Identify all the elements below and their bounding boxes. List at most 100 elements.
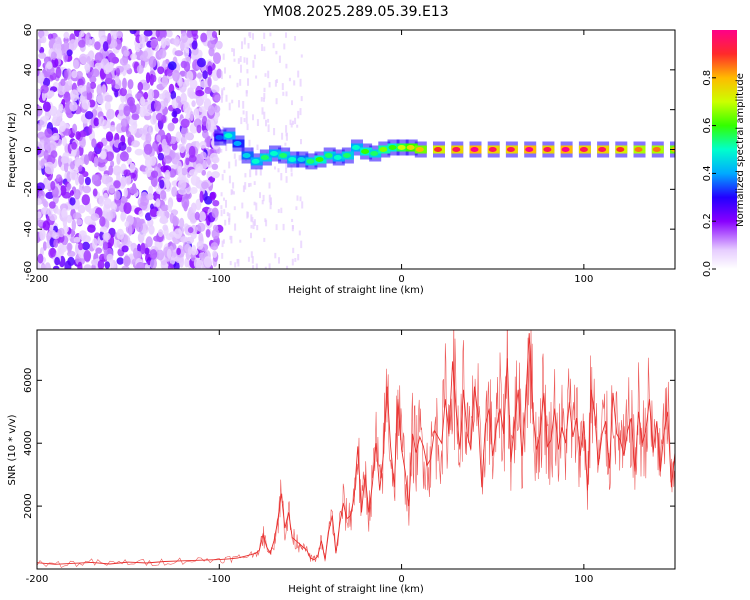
spectrogram-noise-dot: [180, 92, 188, 105]
spectrogram-noise-dot: [212, 200, 220, 207]
x-tick-label: 100: [574, 574, 593, 585]
spectrogram-noise-dot: [109, 124, 116, 132]
spectrogram-noise-dot: [73, 189, 81, 200]
spectrogram-noise-dot: [216, 68, 222, 79]
spectrogram-noise-dot: [94, 52, 104, 64]
spectrogram-noise-dot: [49, 201, 56, 209]
spectrogram-noise-dot: [82, 235, 91, 243]
spectrogram-noise-dot: [97, 259, 105, 269]
spectrogram-noise-dot: [95, 247, 103, 254]
spectrogram-ridge-point: [506, 147, 515, 152]
spectrogram-faint-dot: [291, 100, 293, 106]
spectrogram-faint-dot: [285, 168, 288, 173]
spectrogram-noise-dot: [91, 138, 97, 148]
spectrogram-noise-dot: [63, 31, 70, 39]
spectrogram-noise-dot: [37, 105, 43, 117]
spectrogram-noise-dot: [109, 260, 114, 269]
spectrogram-noise-dot: [78, 242, 84, 251]
spectrogram-noise-dot: [189, 110, 194, 122]
spectrogram-noise-dot: [129, 30, 137, 35]
spectrogram-faint-dot: [245, 111, 248, 117]
spectrogram-noise-dot: [205, 229, 211, 238]
spectrogram-faint-dot: [268, 194, 271, 203]
spectrogram-ridge-point: [397, 145, 406, 150]
spectrogram-faint-dot: [268, 82, 271, 88]
x-tick-label: 0: [398, 574, 404, 585]
spectrogram-y-axis: -60 -40 -20 0 20 40 60: [23, 24, 675, 277]
x-tick-label: -100: [208, 574, 231, 585]
spectrogram-noise-dot: [92, 238, 98, 250]
spectrogram-noise-dot: [120, 195, 128, 204]
spectrogram-noise-dot: [169, 256, 176, 265]
spectrogram-faint-dot: [267, 118, 270, 123]
spectrogram-noise-dot: [60, 156, 70, 164]
spectrogram-noise-dot: [109, 39, 118, 49]
snr-x-axis: -200 -100 0 100: [26, 330, 593, 585]
spectrogram-faint-dot: [240, 117, 243, 125]
spectrogram-noise-dot: [136, 64, 144, 74]
spectrogram-noise-dot: [120, 213, 125, 221]
spectrogram-faint-dot: [256, 119, 259, 126]
spectrogram-faint-dot: [224, 219, 227, 226]
spectrogram-faint-dot: [264, 266, 267, 269]
spectrogram-noise-dot: [176, 247, 181, 256]
colorbar-tick-label: 0.2: [702, 213, 713, 229]
spectrogram-faint-dot: [240, 154, 243, 161]
spectrogram-noise-dot: [37, 253, 44, 264]
spectrogram-faint-dot: [288, 77, 291, 82]
spectrogram-noise-dot: [58, 227, 65, 238]
spectrogram-noise-dot: [104, 261, 111, 269]
spectrogram-noise-dot: [149, 155, 157, 166]
spectrogram-faint-dot: [243, 57, 246, 63]
spectrogram-faint-dot: [252, 265, 255, 269]
spectrogram-noise-dot: [120, 175, 127, 187]
spectrogram-faint-dot: [242, 185, 245, 193]
spectrogram-noise-dot: [189, 169, 198, 177]
spectrogram-faint-dot: [291, 258, 294, 266]
spectrogram-noise-dot: [41, 36, 47, 44]
spectrogram-noise-dot: [37, 131, 46, 140]
spectrogram-noise-dot: [88, 124, 93, 135]
spectrogram-noise-dot: [145, 166, 154, 173]
spectrogram-noise-dot: [144, 247, 150, 255]
spectrogram-noise-dot: [92, 188, 98, 197]
spectrogram-noise-dot: [40, 247, 44, 256]
spectrogram-noise-dot: [55, 66, 62, 79]
spectrogram-faint-dot: [246, 57, 249, 65]
spectrogram-noise-dot: [37, 88, 41, 100]
spectrogram-noise-dot: [68, 39, 78, 51]
spectrogram-noise-dot: [69, 101, 78, 112]
x-tick-label: -200: [26, 574, 49, 585]
spectrogram-faint-dot: [223, 87, 226, 91]
spectrogram-noise-dot: [78, 174, 85, 185]
spectrogram-noise-dot: [194, 211, 200, 221]
spectrogram-noise-dot: [86, 81, 91, 94]
spectrogram-faint-dot: [281, 132, 284, 140]
spectrogram-noise-dot: [163, 155, 172, 164]
spectrogram-noise-dot: [52, 132, 60, 141]
spectrogram-noise-dot: [207, 76, 212, 88]
spectrogram-noise-dot: [163, 97, 169, 108]
spectrogram-faint-dot: [278, 257, 280, 264]
spectrogram-noise-dot: [163, 145, 171, 154]
spectrogram-faint-dot: [247, 43, 250, 49]
spectrogram-ridge-point: [260, 155, 269, 160]
spectrogram-noise-dot: [211, 207, 219, 219]
spectrogram-noise-dot: [66, 183, 72, 190]
spectrogram-faint-dot: [253, 54, 256, 60]
spectrogram-noise-dot: [101, 84, 107, 95]
spectrogram-noise-dot: [86, 55, 91, 64]
spectrogram-noise-dot: [195, 198, 202, 211]
snr-x-label: Height of straight line (km): [288, 584, 424, 595]
spectrogram-noise-dot: [175, 95, 182, 104]
spectrogram-noise-dot: [196, 57, 206, 68]
spectrogram-noise-dot: [137, 81, 144, 92]
spectrogram-noise-dot: [145, 72, 151, 84]
spectrogram-ridge-point: [233, 141, 242, 146]
spectrogram-faint-dot: [290, 165, 293, 172]
spectrogram-faint-dot: [263, 87, 266, 93]
spectrogram-faint-dot: [229, 235, 232, 240]
spectrogram-faint-dot: [292, 247, 295, 254]
spectrogram-noise-dot: [196, 124, 202, 134]
